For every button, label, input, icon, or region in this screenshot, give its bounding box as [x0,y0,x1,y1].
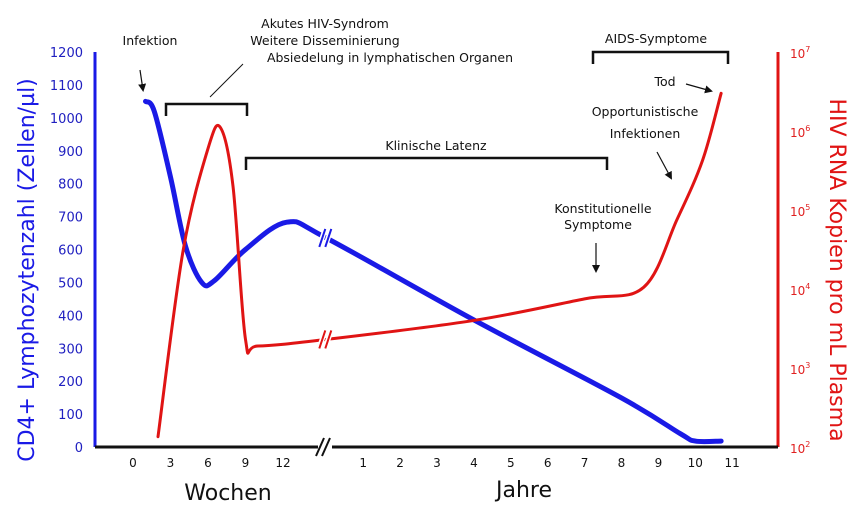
left-axis: 0 100 200 300 400 500 600 700 800 900 1000 1100 1200 [50,46,97,456]
annotation-opportunistisch-1: Opportunistische [592,104,699,119]
left-tick-label: 400 [58,309,83,324]
right-axis: 102 103 104 105 106 107 [776,45,810,456]
left-tick-label: 100 [58,408,83,423]
arrow-tod [685,83,713,94]
pointer-akut [209,63,244,98]
x-tick-label-years: 4 [470,456,478,470]
annotation-latenz: Klinische Latenz [385,138,487,153]
right-tick-label: 104 [790,282,810,298]
annotation-konstitutionell-1: Konstitutionelle [554,201,651,216]
annotation-tod: Tod [653,74,675,89]
left-tick-label: 1200 [50,46,83,61]
bracket-aids [591,50,730,64]
x-tick-label-years: 1 [359,456,367,470]
x-axis: 0 3 6 9 12 1 2 3 4 5 6 7 8 9 10 11 [95,437,778,470]
right-tick-label: 102 [790,440,810,456]
x-tick-label-years: 9 [655,456,663,470]
bracket-latenz [244,156,609,170]
x-tick-label-years: 7 [581,456,589,470]
series-break-icon [318,330,333,349]
annotation-opportunistisch-2: Infektionen [610,126,681,141]
left-tick-label: 800 [58,178,83,193]
x-tick-label-weeks: 12 [275,456,290,470]
arrow-infektion [138,69,147,92]
series-break-icon [318,228,333,248]
right-tick-label: 106 [790,124,810,140]
x-tick-label-weeks: 3 [167,456,175,470]
right-tick-label: 105 [790,203,810,219]
left-tick-label: 1000 [50,112,83,127]
annotation-aids: AIDS-Symptome [605,31,707,46]
annotation-akut-2: Weitere Disseminierung [250,33,399,48]
left-tick-label: 1100 [50,79,83,94]
arrow-opportunistisch [656,151,672,180]
annotation-akut-3: Absiedelung in lymphatischen Organen [267,50,513,65]
annotation-infektion: Infektion [123,33,178,48]
x-tick-label-years: 2 [396,456,404,470]
x-tick-label-weeks: 6 [204,456,212,470]
x-tick-label-years: 10 [688,456,703,470]
x-axis-break-icon [315,437,331,457]
left-tick-label: 300 [58,342,83,357]
x-tick-label-years: 6 [544,456,552,470]
series-group [143,91,724,445]
left-tick-label: 200 [58,375,83,390]
x-tick-label-weeks: 9 [242,456,250,470]
x-tick-label-years: 8 [618,456,626,470]
x-tick-label-years: 3 [433,456,441,470]
x-tick-label-years: 11 [725,456,740,470]
left-tick-label: 600 [58,244,83,259]
annotation-konstitutionell-2: Symptome [564,217,632,232]
left-axis-label: CD4+ Lymphozytenzahl (Zellen/µl) [15,78,40,462]
left-tick-label: 900 [58,145,83,160]
left-tick-label: 500 [58,276,83,291]
left-tick-label: 700 [58,211,83,226]
x-label-years: Jahre [494,478,552,503]
right-axis-label: HIV RNA Kopien pro mL Plasma [824,98,849,441]
annotation-akut-1: Akutes HIV-Syndrom [261,16,389,31]
right-tick-label: 103 [790,361,810,377]
right-tick-label: 107 [790,45,810,61]
hiv-rna-line [156,91,723,439]
x-tick-label-weeks: 0 [129,456,137,470]
bracket-akut [164,102,249,116]
x-label-weeks: Wochen [184,481,271,506]
left-tick-label: 0 [75,441,83,456]
cd4-line [143,98,724,445]
x-tick-label-years: 5 [507,456,515,470]
